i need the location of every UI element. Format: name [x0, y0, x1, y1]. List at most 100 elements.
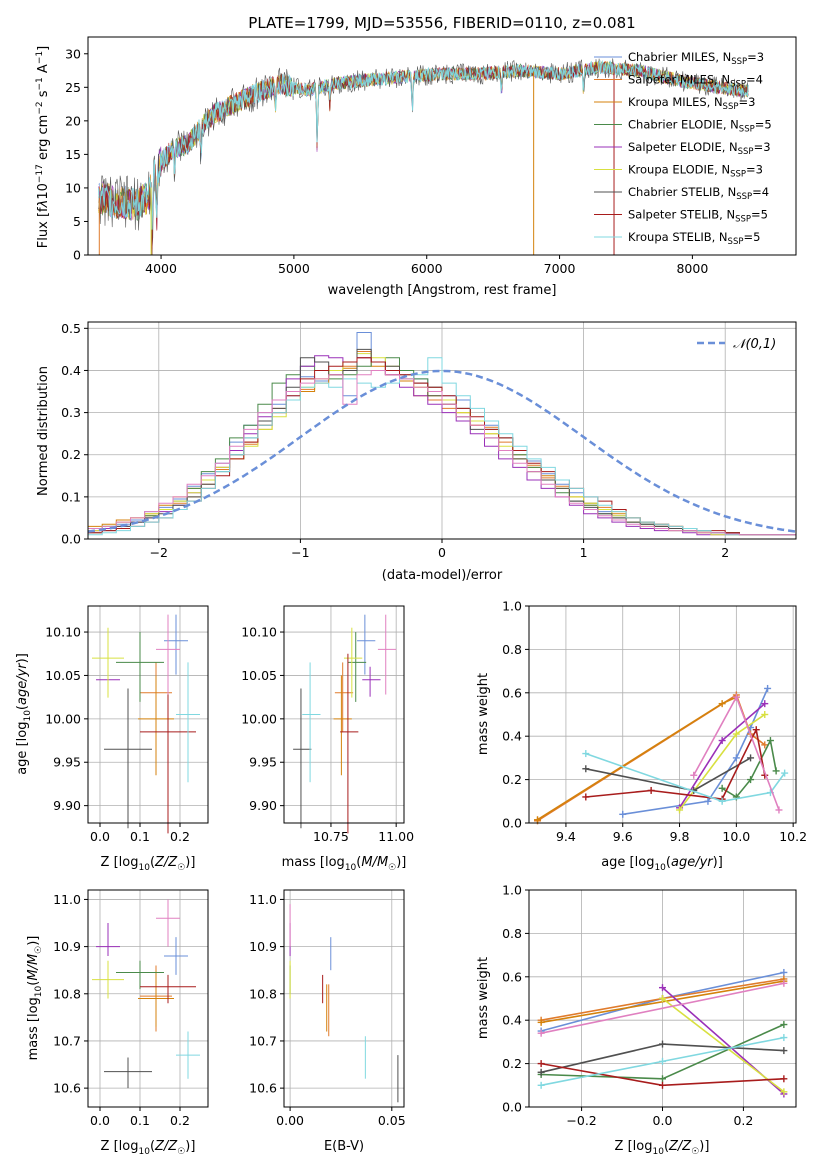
legend-label: Kroupa MILES, NSSP=3	[628, 95, 755, 112]
legend-sub: SSP	[723, 102, 739, 112]
y-tick-label: 30	[65, 46, 81, 61]
y-tick-label: 10.8	[53, 986, 81, 1001]
mass-vs-ebv-ticks: 0.00 0.05 10.6 10.7 10.8 10.9 11.0	[249, 892, 406, 1128]
mass-vs-ebv-xlabel: E(B-V)	[324, 1139, 364, 1154]
x-tick-label: −2	[150, 545, 168, 560]
legend-count: =4	[746, 73, 763, 87]
legend-count: =3	[747, 50, 764, 64]
y-tick-label: 10.10	[241, 625, 277, 640]
y-tick-label: 0.0	[502, 816, 522, 831]
spectrum-ticks: 4000 5000 6000 7000 8000 0 5 10 15 20 25 30	[65, 46, 708, 276]
y-tick-label: 10.9	[249, 939, 277, 954]
y-tick-label: 0.4	[502, 1013, 522, 1028]
spectrum-xlabel: wavelength [Angstrom, rest frame]	[328, 283, 557, 298]
y-tick-label: 0.1	[61, 489, 81, 504]
x-tick-label: 7000	[544, 261, 576, 276]
y-tick-label: 1.0	[502, 883, 522, 898]
y-tick-label: 1.0	[502, 599, 522, 614]
residuals-ylabel: Normed distribution	[36, 366, 51, 496]
x-tick-label: 8000	[676, 261, 708, 276]
mass-vs-ebv-grid	[284, 890, 404, 1107]
weight-line	[662, 997, 785, 1093]
y-tick-label: 5	[73, 214, 81, 229]
legend-sub: SSP	[736, 192, 752, 202]
x-tick-label: 9.6	[613, 829, 633, 844]
y-tick-label: 0.0	[502, 1100, 522, 1115]
spectrum-title: PLATE=1799, MJD=53556, FIBERID=0110, z=0…	[248, 14, 635, 32]
spectrum-line	[98, 59, 749, 230]
panel-age-vs-z: 0.0 0.1 0.2 9.90 9.95 10.00 10.05 10.10 age [lo…	[15, 605, 209, 873]
residuals-xlabel: (data-model)/error	[382, 568, 503, 583]
y-tick-label: 10.00	[241, 711, 277, 726]
x-tick-label: −0.2	[566, 1113, 596, 1128]
legend-sub: SSP	[728, 237, 744, 247]
y-tick-label: 25	[65, 80, 81, 95]
mass-vs-z-frame	[87, 889, 209, 1108]
y-tick-label: 0.8	[502, 642, 522, 657]
panel-spectrum: PLATE=1799, MJD=53556, FIBERID=0110, z=0…	[35, 14, 797, 298]
panel-age-vs-mass: 10.75 11.00 9.90 9.95 10.00 10.05 10.10 mass […	[241, 605, 414, 873]
mass-vs-z-ylabel: mass [log10(M/M☉)]	[26, 936, 44, 1061]
residual-histogram	[88, 357, 796, 539]
x-tick-label: −1	[291, 545, 309, 560]
mass-vs-ebv-frame	[283, 889, 405, 1108]
age-vs-mass-frame	[283, 605, 405, 824]
panel-weight-vs-z: −0.2 0.0 0.2 0.0 0.2 0.4 0.6 0.8 1.0 mass weight…	[476, 883, 797, 1157]
panel-weight-vs-age: 9.4 9.6 9.8 10.0 10.2 0.0 0.2 0.4 0.6 0.8 1.0 mass…	[476, 599, 807, 874]
legend-label: Salpeter ELODIE, NSSP=3	[628, 140, 771, 157]
mass-vs-ebv-marks	[289, 904, 399, 1103]
y-tick-label: 0.3	[61, 405, 81, 420]
weight-vs-age-frame	[528, 605, 797, 824]
x-tick-label: 11.00	[378, 829, 414, 844]
spectrum-marks	[98, 58, 749, 255]
x-tick-label: 4000	[145, 261, 177, 276]
age-vs-z-xlabel: Z [log10(Z/Z☉)]	[101, 855, 196, 873]
x-tick-label: 0.0	[90, 1113, 110, 1128]
x-tick-label: 9.8	[670, 829, 690, 844]
x-tick-label: 0.00	[276, 1113, 304, 1128]
legend-sub: SSP	[730, 170, 746, 180]
legend-count: =3	[754, 140, 771, 154]
x-tick-label: 0.0	[90, 829, 110, 844]
y-tick-label: 9.95	[249, 755, 277, 770]
y-tick-label: 0.6	[502, 685, 522, 700]
mass-vs-z-marks	[92, 899, 200, 1089]
weight-line	[585, 752, 786, 803]
y-tick-label: 10.05	[241, 668, 277, 683]
age-vs-z-marks	[92, 614, 200, 834]
legend-count: =5	[751, 208, 768, 222]
residuals-ticks: −2 −1 0 1 2 0.0 0.1 0.2 0.3 0.4 0.5	[61, 321, 729, 560]
age-vs-mass-ticks: 10.75 11.00 9.90 9.95 10.00 10.05 10.10	[241, 625, 414, 844]
y-tick-label: 0.0	[61, 532, 81, 547]
y-tick-label: 9.90	[249, 798, 277, 813]
residual-histogram	[88, 370, 796, 539]
weight-vs-age-ticks: 9.4 9.6 9.8 10.0 10.2 0.0 0.2 0.4 0.6 0.8 1.0	[502, 599, 807, 845]
legend-sub: SSP	[738, 147, 754, 157]
y-tick-label: 0.4	[502, 729, 522, 744]
weight-vs-z-marks	[537, 968, 788, 1098]
weight-vs-age-xlabel: age [log10(age/yr)]	[601, 855, 723, 873]
age-vs-z-ylabel: age [log10(age/yr)]	[15, 653, 33, 775]
legend-sub: SSP	[731, 57, 747, 67]
legend-count: =3	[746, 163, 763, 177]
weight-line	[537, 693, 766, 822]
residuals-legend: 𝒩(0,1)	[697, 337, 776, 352]
y-tick-label: 10.6	[53, 1081, 81, 1096]
x-tick-label: 0.0	[653, 1113, 673, 1128]
panel-mass-vs-ebv: 0.00 0.05 10.6 10.7 10.8 10.9 11.0 E(B-V)	[249, 889, 406, 1154]
legend-label: Kroupa ELODIE, NSSP=3	[628, 163, 763, 180]
y-tick-label: 20	[65, 113, 81, 128]
y-tick-label: 0.8	[502, 926, 522, 941]
y-tick-label: 0	[73, 248, 81, 263]
y-tick-label: 9.95	[53, 755, 81, 770]
age-vs-z-ticks: 0.0 0.1 0.2 9.90 9.95 10.00 10.05 10.10	[45, 625, 190, 844]
y-tick-label: 15	[65, 147, 81, 162]
spectrum-line	[98, 61, 749, 255]
panel-residuals: −2 −1 0 1 2 0.0 0.1 0.2 0.3 0.4 0.5 (data-model)/e…	[36, 321, 797, 583]
x-tick-label: 10.2	[779, 829, 807, 844]
y-tick-label: 10.9	[53, 939, 81, 954]
age-vs-z-frame	[87, 605, 209, 824]
y-tick-label: 0.4	[61, 363, 81, 378]
legend-label: Chabrier STELIB, NSSP=4	[628, 185, 769, 202]
